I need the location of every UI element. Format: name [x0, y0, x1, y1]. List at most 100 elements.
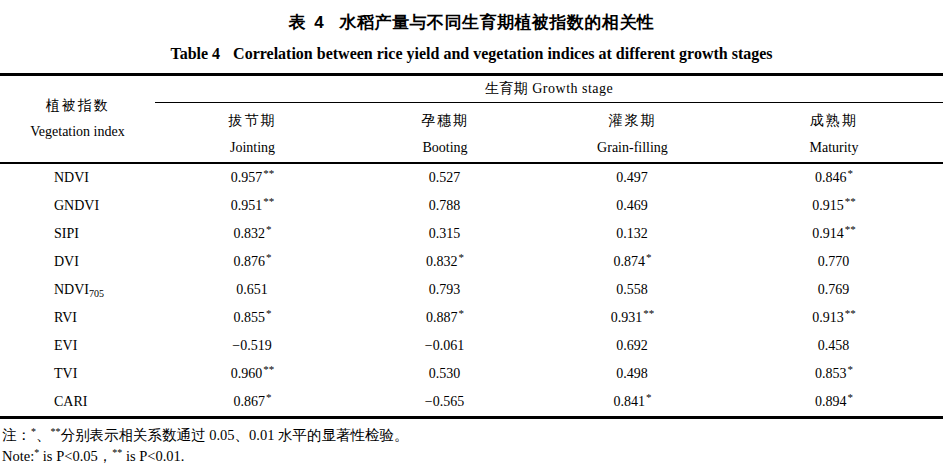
col-header-grain-filling: 灌浆期 Grain-filling	[540, 103, 725, 164]
correlation-value: 0.469	[616, 198, 648, 213]
note-en-rest: is P<0.01.	[122, 448, 184, 464]
correlation-value: 0.770	[818, 254, 850, 269]
correlation-cell: 0.770	[725, 248, 943, 276]
col-header-maturity-en: Maturity	[725, 134, 943, 161]
correlation-value: 0.913	[812, 310, 844, 325]
significance-marker: *	[266, 307, 272, 319]
significance-marker: *	[646, 251, 652, 263]
correlation-value: 0.855	[234, 310, 266, 325]
correlation-value: 0.841	[614, 394, 646, 409]
correlation-value: 0.793	[429, 282, 461, 297]
significance-marker: **	[263, 167, 274, 179]
correlation-cell: 0.498	[540, 360, 725, 388]
correlation-cell: 0.931**	[540, 304, 725, 332]
correlation-cell: 0.458	[725, 332, 943, 360]
row-label: DVI	[0, 248, 155, 276]
significance-marker: **	[845, 307, 856, 319]
col-header-maturity-zh: 成熟期	[725, 105, 943, 134]
correlation-value: 0.651	[236, 282, 268, 297]
index-name: TVI	[54, 366, 77, 381]
col-header-booting: 孕穗期 Booting	[350, 103, 540, 164]
table-notes: 注：*、**分别表示相关系数通过 0.05、0.01 水平的显著性检验。 Not…	[0, 425, 943, 467]
significance-marker: **	[263, 195, 274, 207]
correlation-cell: 0.832*	[350, 248, 540, 276]
row-label: NDVI	[0, 163, 155, 192]
note-zh-star1: *	[31, 426, 36, 437]
table-row-ndvi: NDVI 0.957** 0.527 0.497 0.846*	[0, 163, 943, 192]
table-figure: 表 4水稻产量与不同生育期植被指数的相关性 Table 4Correlation…	[0, 0, 943, 471]
correlation-value: 0.874	[614, 254, 646, 269]
correlation-cell: −0.565	[350, 388, 540, 418]
row-label: RVI	[0, 304, 155, 332]
correlation-value: 0.832	[234, 226, 266, 241]
col-header-jointing-zh: 拔节期	[155, 105, 350, 134]
correlation-value: 0.132	[616, 226, 648, 241]
correlation-value: 0.957	[231, 170, 263, 185]
row-label: CARI	[0, 388, 155, 418]
correlation-value: 0.894	[815, 394, 847, 409]
row-label: GNDVI	[0, 192, 155, 220]
significance-marker: *	[266, 391, 272, 403]
index-name: CARI	[54, 394, 87, 409]
correlation-value: 0.497	[616, 170, 648, 185]
significance-marker: **	[845, 195, 856, 207]
correlation-value: 0.887	[426, 310, 458, 325]
index-name: GNDVI	[54, 198, 99, 213]
correlation-cell: 0.846*	[725, 163, 943, 192]
col-header-booting-zh: 孕穗期	[350, 105, 540, 134]
correlation-cell: −0.519	[155, 332, 350, 360]
note-en-mid: is P<0.05，	[39, 448, 112, 464]
significance-marker: *	[459, 251, 465, 263]
correlation-cell: 0.558	[540, 276, 725, 304]
correlation-value: 0.530	[429, 366, 461, 381]
col-header-grain-filling-en: Grain-filling	[540, 134, 725, 161]
correlation-cell: 0.530	[350, 360, 540, 388]
note-zh-prefix: 注：	[2, 427, 31, 443]
correlation-cell: 0.957**	[155, 163, 350, 192]
correlation-value: 0.498	[616, 366, 648, 381]
correlation-cell: 0.874*	[540, 248, 725, 276]
correlation-cell: 0.914**	[725, 220, 943, 248]
significance-marker: *	[646, 391, 652, 403]
header-group-row: 植被指数 Vegetation index 生育期 Growth stage	[0, 75, 943, 103]
row-label: TVI	[0, 360, 155, 388]
col-group-header-growth-stage: 生育期 Growth stage	[155, 75, 943, 103]
correlation-cell: 0.651	[155, 276, 350, 304]
col-header-vegetation-index: 植被指数 Vegetation index	[0, 75, 155, 164]
correlation-value: 0.960	[231, 366, 263, 381]
correlation-value: 0.527	[429, 170, 461, 185]
note-zh-star2: **	[51, 426, 61, 437]
note-en: Note:* is P<0.05，** is P<0.01.	[2, 446, 943, 467]
correlation-value: −0.061	[425, 338, 464, 353]
note-en-star2: **	[112, 447, 122, 458]
correlation-value: 0.846	[815, 170, 847, 185]
table-row-gndvi: GNDVI 0.951** 0.788 0.469 0.915**	[0, 192, 943, 220]
note-en-star1: *	[34, 447, 39, 458]
correlation-value: −0.519	[232, 338, 271, 353]
table-row-dvi: DVI 0.876* 0.832* 0.874* 0.770	[0, 248, 943, 276]
correlation-cell: 0.915**	[725, 192, 943, 220]
correlation-cell: 0.497	[540, 163, 725, 192]
correlation-cell: 0.841*	[540, 388, 725, 418]
index-name: NDVI	[54, 170, 89, 185]
col-header-maturity: 成熟期 Maturity	[725, 103, 943, 164]
index-name: DVI	[54, 254, 79, 269]
index-name: SIPI	[54, 226, 79, 241]
significance-marker: *	[848, 363, 854, 375]
significance-marker: **	[263, 363, 274, 375]
row-label: SIPI	[0, 220, 155, 248]
correlation-cell: 0.855*	[155, 304, 350, 332]
row-label: NDVI705	[0, 276, 155, 304]
correlation-value: 0.832	[426, 254, 458, 269]
note-zh: 注：*、**分别表示相关系数通过 0.05、0.01 水平的显著性检验。	[2, 425, 943, 446]
correlation-cell: 0.315	[350, 220, 540, 248]
correlation-cell: 0.469	[540, 192, 725, 220]
index-name: NDVI	[54, 282, 89, 297]
correlation-table: 植被指数 Vegetation index 生育期 Growth stage 拔…	[0, 73, 943, 419]
table-row-ndvi705: NDVI705 0.651 0.793 0.558 0.769	[0, 276, 943, 304]
correlation-cell: 0.887*	[350, 304, 540, 332]
table-title-en: Table 4Correlation between rice yield an…	[0, 44, 943, 64]
col-header-grain-filling-zh: 灌浆期	[540, 105, 725, 134]
index-name: EVI	[54, 338, 77, 353]
correlation-cell: 0.960**	[155, 360, 350, 388]
